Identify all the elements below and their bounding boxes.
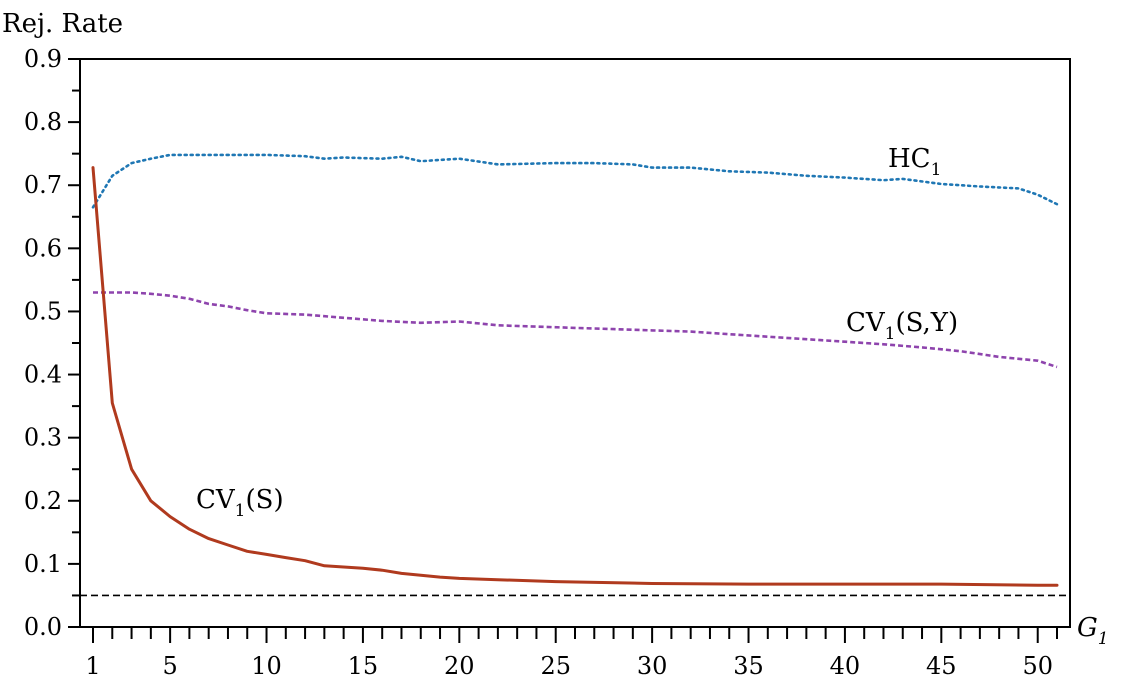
x-tick-label: 40 bbox=[830, 652, 861, 680]
x-tick-label: 1 bbox=[85, 652, 100, 680]
x-tick-label: 15 bbox=[348, 652, 379, 680]
x-tick-label: 30 bbox=[637, 652, 668, 680]
series-labels: HC1 CV1(S,Y) CV1(S) bbox=[196, 144, 958, 521]
y-tick-label: 0.3 bbox=[24, 424, 62, 452]
y-tick-label: 0.4 bbox=[24, 361, 62, 389]
series-line-hc1 bbox=[91, 153, 1059, 209]
series-line-cv1-sy bbox=[93, 291, 1058, 369]
x-axis: 1 5 10 15 20 25 30 35 40 45 50 bbox=[85, 627, 1058, 680]
y-tick-label: 0.9 bbox=[24, 45, 62, 73]
x-tick-label: 35 bbox=[733, 652, 764, 680]
x-tick-label: 20 bbox=[444, 652, 475, 680]
x-tick-label: 5 bbox=[162, 652, 177, 680]
y-tick-label: 0.7 bbox=[24, 171, 62, 199]
y-tick-label: 0.5 bbox=[24, 297, 62, 325]
y-tick-label: 0.1 bbox=[24, 550, 62, 578]
series-label-cv1-s: CV1(S) bbox=[196, 485, 284, 521]
series-layer bbox=[80, 153, 1070, 597]
y-tick-label: 0.0 bbox=[24, 613, 62, 641]
x-tick-label: 45 bbox=[926, 652, 957, 680]
series-line-cv1-s bbox=[91, 166, 1059, 587]
x-tick-label: 10 bbox=[251, 652, 282, 680]
x-tick-label: 50 bbox=[1022, 652, 1053, 680]
y-tick-label: 0.8 bbox=[24, 108, 62, 136]
y-tick-label: 0.2 bbox=[24, 487, 62, 515]
x-axis-title: G1 bbox=[1077, 613, 1109, 649]
y-axis-title: Rej. Rate bbox=[2, 9, 123, 39]
series-label-hc1: HC1 bbox=[888, 144, 941, 180]
series-label-cv1-sy: CV1(S,Y) bbox=[846, 308, 958, 344]
y-tick-label: 0.6 bbox=[24, 234, 62, 262]
y-axis: 0.0 0.1 0.2 0.3 0.4 0.5 0.6 0.7 0.8 0.9 bbox=[24, 45, 80, 641]
x-tick-label: 25 bbox=[540, 652, 571, 680]
